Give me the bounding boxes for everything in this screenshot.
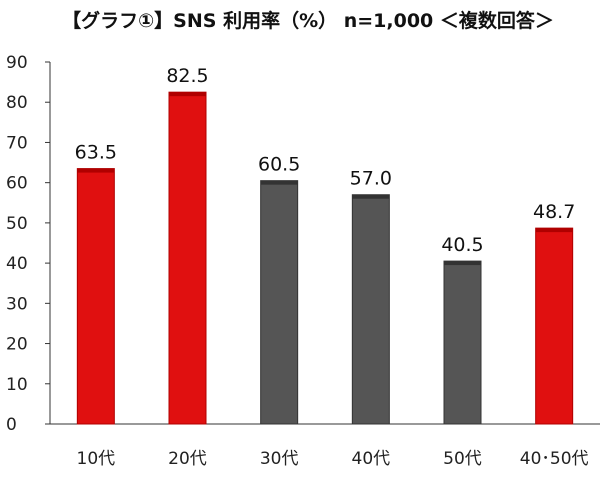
data-label: 40.5 (441, 234, 483, 256)
y-tick-label: 80 (6, 93, 28, 113)
bar-50代 (443, 260, 482, 425)
data-labels: 63.5 82.5 60.5 57.0 40.5 48.7 (75, 65, 576, 256)
category-label: 10代 (77, 449, 116, 469)
y-axis-ticks: 0 10 20 30 40 50 60 70 80 90 (6, 53, 50, 435)
data-label: 48.7 (533, 201, 575, 223)
bar-30代 (260, 180, 299, 425)
data-label: 60.5 (258, 154, 300, 176)
category-label: 20代 (168, 449, 207, 469)
bar-top-edge (352, 194, 390, 199)
y-tick-label: 70 (6, 133, 28, 153)
bar-top-edge (535, 228, 573, 233)
bar-20代 (168, 91, 207, 425)
y-tick-label: 50 (6, 214, 28, 234)
y-tick-label: 0 (6, 415, 17, 435)
category-labels: 10代 20代 30代 40代 50代 40･50代 (77, 449, 589, 469)
category-label: 40･50代 (520, 449, 589, 469)
data-label: 63.5 (75, 142, 117, 164)
bar-top-edge (444, 261, 481, 266)
bar-top-edge (260, 180, 298, 185)
bar-top-edge (77, 168, 115, 173)
data-label: 82.5 (166, 65, 208, 87)
y-tick-label: 30 (6, 294, 28, 314)
y-tick-label: 10 (6, 375, 28, 395)
y-tick-label: 40 (6, 254, 28, 274)
bar-top-edge (169, 92, 206, 97)
category-label: 50代 (443, 449, 482, 469)
chart-axes (49, 62, 600, 425)
category-label: 30代 (260, 449, 299, 469)
category-label: 40代 (352, 449, 391, 469)
chart-title: 【グラフ①】SNS 利用率（%） n=1,000 ＜複数回答＞ (62, 10, 554, 32)
bar-10代 (76, 168, 115, 425)
y-tick-label: 20 (6, 335, 28, 355)
bar-40･50代 (535, 227, 574, 425)
y-tick-label: 60 (6, 174, 28, 194)
bars (76, 91, 574, 425)
bar-40代 (351, 194, 390, 425)
y-tick-label: 90 (6, 53, 28, 73)
data-label: 57.0 (350, 168, 392, 190)
